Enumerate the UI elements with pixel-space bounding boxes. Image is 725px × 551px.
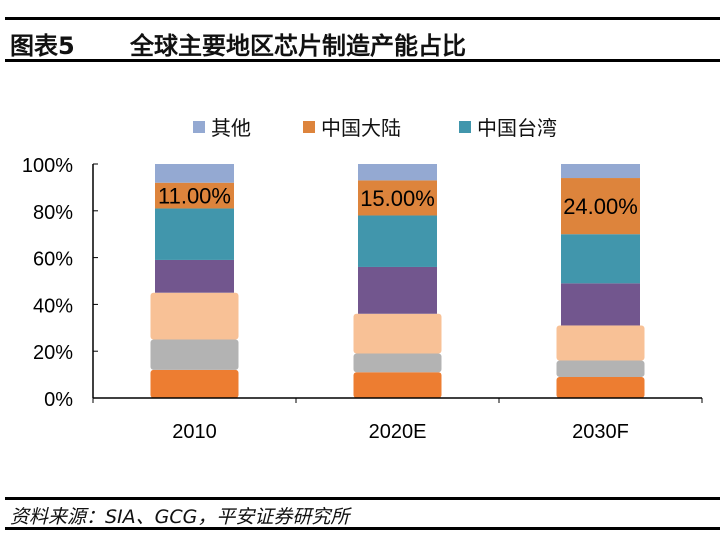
bar-segment-2020E-5 bbox=[358, 180, 437, 216]
bar-segment-2020E-2 bbox=[353, 313, 442, 354]
x-tick-label-2030F: 2030F bbox=[572, 421, 629, 443]
bottom-rule bbox=[5, 527, 720, 530]
bar-segment-2010-6 bbox=[155, 164, 234, 183]
legend-item-other: 其他 bbox=[193, 112, 251, 141]
bar-segment-2030F-2 bbox=[556, 325, 645, 361]
y-tick-label-60: 60% bbox=[33, 249, 73, 271]
bar-segment-2030F-5 bbox=[561, 178, 640, 235]
x-tick-label-2020E: 2020E bbox=[369, 421, 427, 443]
legend-label-other: 其他 bbox=[211, 116, 251, 140]
source-note: 资料来源：SIA、GCG，平安证券研究所 bbox=[10, 506, 350, 528]
legend-swatch-taiwan bbox=[459, 120, 471, 133]
legend-swatch-other bbox=[193, 120, 205, 133]
legend-item-taiwan: 中国台湾 bbox=[459, 112, 557, 141]
bar-segment-2020E-4 bbox=[358, 215, 437, 267]
bar-segment-2020E-0 bbox=[353, 372, 442, 398]
bar-segment-2010-5 bbox=[155, 182, 234, 209]
data-label-2010: 11.00% bbox=[158, 184, 231, 209]
y-tick-label-100: 100% bbox=[22, 155, 73, 177]
bar-segment-2030F-4 bbox=[561, 234, 640, 284]
axes-layer bbox=[92, 163, 703, 403]
bar-segment-2020E-6 bbox=[358, 164, 437, 181]
y-tick-label-20: 20% bbox=[33, 342, 73, 364]
bars-layer bbox=[150, 164, 645, 398]
data-label-2030F: 24.00% bbox=[563, 194, 638, 219]
bar-segment-2020E-3 bbox=[358, 266, 437, 314]
y-tick-label-80: 80% bbox=[33, 202, 73, 224]
x-tick-label-2010: 2010 bbox=[172, 421, 217, 443]
bar-segment-2020E-1 bbox=[353, 353, 442, 373]
legend-label-taiwan: 中国台湾 bbox=[477, 116, 557, 140]
source-top-rule bbox=[5, 497, 720, 500]
bar-segment-2010-1 bbox=[150, 339, 239, 370]
figure-title-text: 全球主要地区芯片制造产能占比 bbox=[130, 32, 466, 60]
y-tick-label-40: 40% bbox=[33, 295, 73, 317]
legend-item-mainland: 中国大陆 bbox=[303, 112, 401, 141]
bar-segment-2030F-1 bbox=[556, 360, 645, 377]
chart-legend: 其他 中国大陆 中国台湾 bbox=[0, 112, 725, 141]
bar-segment-2030F-6 bbox=[561, 164, 640, 179]
top-rule bbox=[5, 17, 720, 20]
figure-label: 图表5 bbox=[10, 32, 75, 60]
bar-segment-2010-3 bbox=[155, 259, 234, 293]
figure-title: 图表5 全球主要地区芯片制造产能占比 bbox=[10, 26, 466, 61]
bar-segment-2030F-0 bbox=[556, 376, 645, 398]
legend-label-mainland: 中国大陆 bbox=[321, 116, 401, 140]
bar-segment-2030F-3 bbox=[561, 283, 640, 326]
legend-swatch-mainland bbox=[303, 120, 315, 133]
data-label-2020E: 15.00% bbox=[360, 186, 435, 211]
labels-layer: 11.00% 2010 15.00% 2020E 24.00% 2030F 0% 20% 40%… bbox=[22, 155, 638, 443]
y-tick-label-0: 0% bbox=[44, 389, 73, 411]
bar-segment-2010-4 bbox=[155, 208, 234, 260]
bar-segment-2010-0 bbox=[150, 369, 239, 398]
bar-segment-2010-2 bbox=[150, 292, 239, 340]
title-rule bbox=[5, 59, 720, 62]
